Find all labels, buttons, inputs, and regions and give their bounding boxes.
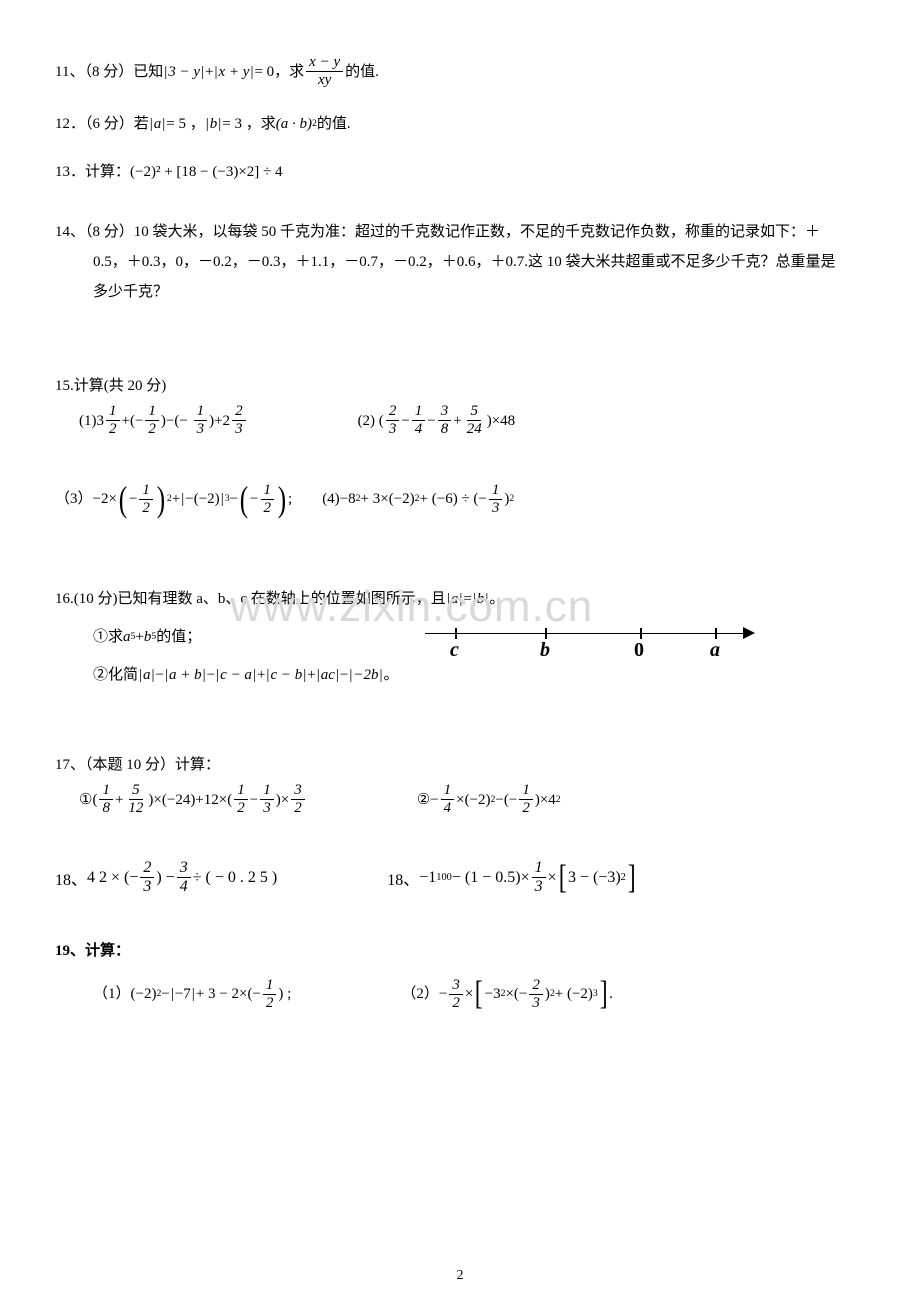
- question-16: 16.(10 分)已知有理数 a、b、c 在数轴上的位置如图所示，且 a = b…: [55, 587, 865, 693]
- question-11: 11、（8 分）已知 3 − y + x + y = 0，求 x − y xy …: [55, 55, 865, 88]
- q17-part1: ① ( 18 + 512 )×(−24)+12×( 12 − 13 )× 32: [79, 783, 307, 816]
- q13-expr: (−2)² + [18 − (−3)×2] ÷ 4: [130, 160, 283, 184]
- q14-line2: 0.5，＋0.3，0，－0.2，－0.3，＋1.1，－0.7，－0.2，＋0.6…: [93, 250, 836, 274]
- q17-head: 17、（本题 10 分）计算：: [55, 753, 220, 777]
- q18b: 18、 −1100 − (1 − 0.5)× 13 × [ 3 − (−3)2 …: [387, 860, 637, 895]
- q17-part2: ② − 14 ×(−2)2 −(− 12 )×42: [417, 783, 561, 816]
- question-15: 15.计算(共 20 分) (1) 3 12 +(− 12 )−(− 13 )+…: [55, 374, 865, 517]
- abs-a: a: [149, 112, 167, 136]
- q19-part2: （2） − 32 × [ −32 ×(− 23 )2 + (−2)3 ] .: [401, 977, 613, 1011]
- q15-part4: (4) −82 + 3×(−2)2 + (−6) ÷ (− 13 )2: [322, 483, 514, 516]
- q14-line1: 14、（8 分）10 袋大米，以每袋 50 千克为准：超过的千克数记作正数，不足…: [55, 220, 820, 244]
- page-number: 2: [0, 1268, 920, 1284]
- question-13: 13．计算： (−2)² + [18 − (−3)×2] ÷ 4: [55, 160, 865, 184]
- q14-line3: 多少千克？: [93, 280, 168, 304]
- q11-label: 11、（8 分）已知: [55, 60, 163, 84]
- number-line: c b 0 a: [425, 625, 755, 661]
- q13-label: 13．计算：: [55, 160, 130, 184]
- abs-3-minus-y: 3 − y: [163, 60, 205, 84]
- abs-x-plus-y: x + y: [213, 60, 254, 84]
- page: 11、（8 分）已知 3 − y + x + y = 0，求 x − y xy …: [0, 0, 920, 1302]
- q15-head: 15.计算(共 20 分): [55, 374, 166, 398]
- q19-part1: （1） (−2)2 − −7 + 3 − 2×(− 12 ) ;: [93, 978, 291, 1011]
- question-19: 19、计算： （1） (−2)2 − −7 + 3 − 2×(− 12 ) ; …: [55, 939, 865, 1011]
- question-18: 18、 4 2 × (− 23 ) − 34 ÷ ( − 0 . 2 5 ) 1…: [55, 860, 865, 895]
- question-12: 12．（6 分）若 a = 5 ， b = 3 ，求 (a · b)2 的值.: [55, 112, 865, 136]
- q15-part1: (1) 3 12 +(− 12 )−(− 13 )+2 23: [79, 404, 248, 437]
- abs-b: b: [205, 112, 223, 136]
- question-14: 14、（8 分）10 袋大米，以每袋 50 千克为准：超过的千克数记作正数，不足…: [55, 220, 865, 304]
- question-17: 17、（本题 10 分）计算： ① ( 18 + 512 )×(−24)+12×…: [55, 753, 865, 816]
- q18a: 18、 4 2 × (− 23 ) − 34 ÷ ( − 0 . 2 5 ): [55, 860, 277, 895]
- q15-part2: (2) ( 23 − 14 − 38 + 524 )×48: [358, 404, 516, 437]
- q12-label: 12．（6 分）若: [55, 112, 149, 136]
- q15-part3: （3） −2× ( − 12 )2 + −(−2)3 − ( − 12 ) ;: [55, 481, 292, 517]
- fraction-xy: x − y xy: [306, 55, 343, 88]
- q16-head: 16.(10 分)已知有理数 a、b、c 在数轴上的位置如图所示，且: [55, 587, 446, 611]
- q19-head: 19、计算：: [55, 939, 130, 963]
